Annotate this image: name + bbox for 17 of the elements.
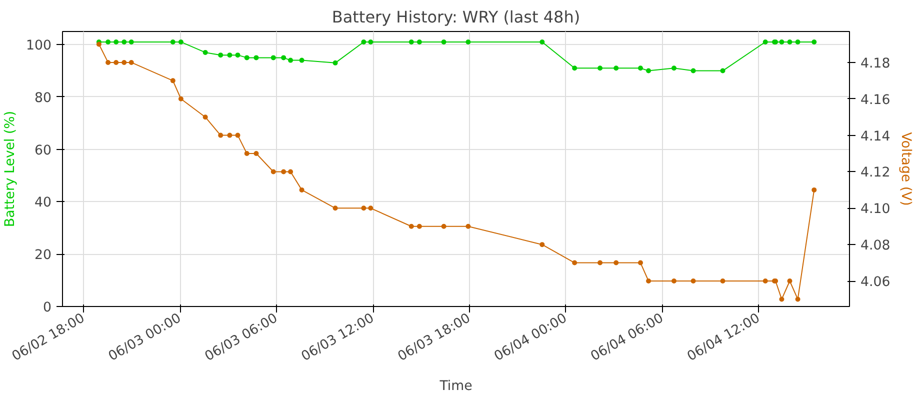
y-tick-label: 60 (34, 143, 52, 158)
y2-tick-label: 4.06 (860, 275, 890, 290)
x-axis-title: Time (438, 379, 472, 394)
y2-tick-label: 4.12 (860, 166, 890, 181)
y-axis-title: Battery Level (%) (3, 110, 18, 228)
chart-title: Battery History: WRY (last 48h) (332, 8, 580, 26)
y-tick-label: 20 (34, 248, 52, 264)
y-tick-label: 80 (34, 90, 52, 106)
y2-tick-label: 4.16 (860, 92, 890, 108)
y2-tick-label: 4.08 (860, 238, 890, 254)
y2-tick-label: 4.10 (860, 202, 890, 218)
y-tick-label: 40 (34, 196, 52, 211)
y-tick-label: 100 (26, 38, 52, 54)
y-tick-label: 0 (43, 300, 52, 316)
y2-tick-label: 4.18 (860, 56, 890, 72)
y2-tick-label: 4.14 (860, 129, 890, 144)
y2-axis-title: Voltage (V) (898, 132, 914, 206)
